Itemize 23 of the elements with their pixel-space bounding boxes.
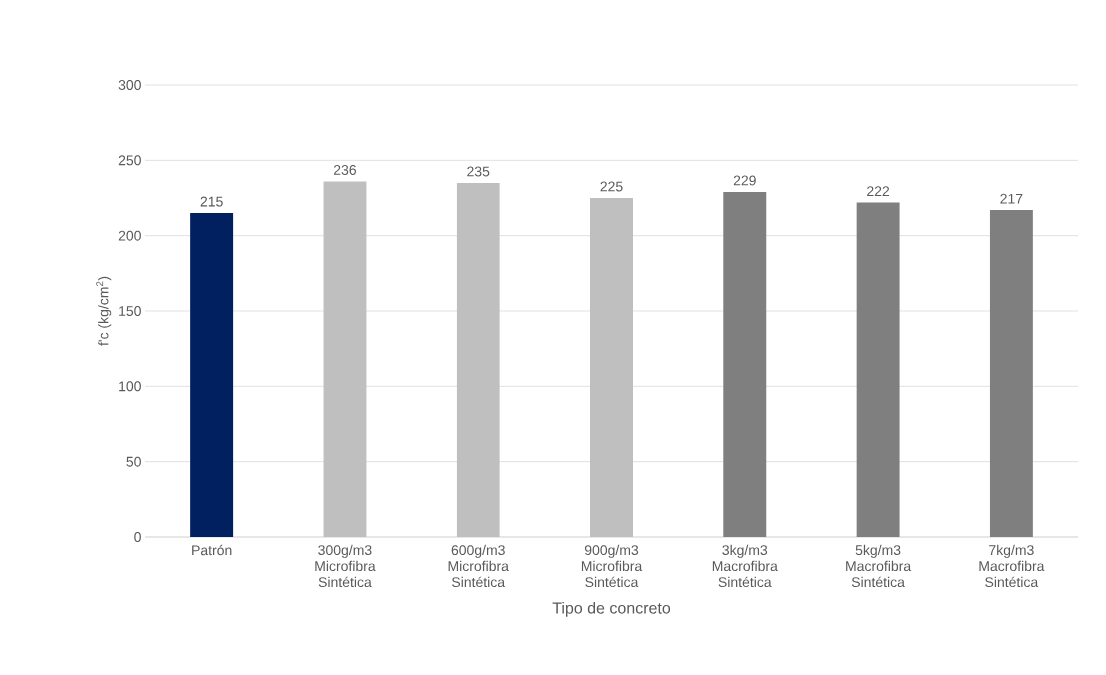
y-tick-label: 100 bbox=[119, 381, 141, 392]
x-tick-label: 3kg/m3 Macrofibra Sintética bbox=[712, 544, 778, 588]
data-label: 236 bbox=[333, 164, 356, 175]
y-tick-label: 150 bbox=[119, 306, 141, 316]
x-tick-label: Patrón bbox=[192, 544, 232, 556]
data-label: 235 bbox=[467, 166, 490, 177]
y-tick-label: 200 bbox=[118, 230, 141, 241]
data-label: 225 bbox=[600, 181, 623, 192]
x-tick-label: 900g/m3 Microfibra Sintética bbox=[581, 544, 643, 588]
x-tick-label: 7kg/m3 Macrofibra Sintética bbox=[979, 544, 1045, 588]
y-tick-label: 50 bbox=[126, 456, 141, 467]
x-tick-label: 5kg/m3 Macrofibra Sintética bbox=[846, 544, 912, 588]
x-tick-label: 600g/m3 Microfibra Sintética bbox=[448, 544, 509, 588]
y-tick-label: 300 bbox=[118, 80, 141, 90]
data-label: 222 bbox=[867, 186, 890, 196]
y-axis-title: f'c (kg/cm$^{2}$) bbox=[96, 276, 112, 346]
x-axis-title: Tipo de concreto bbox=[552, 601, 671, 617]
data-label: 229 bbox=[733, 175, 756, 186]
data-label: 217 bbox=[1000, 193, 1023, 204]
y-tick-label: 0 bbox=[134, 532, 141, 542]
data-label: 215 bbox=[200, 196, 223, 207]
y-tick-label: 250 bbox=[118, 155, 141, 166]
x-tick-label: 300g/m3 Microfibra Sintética bbox=[315, 544, 376, 588]
